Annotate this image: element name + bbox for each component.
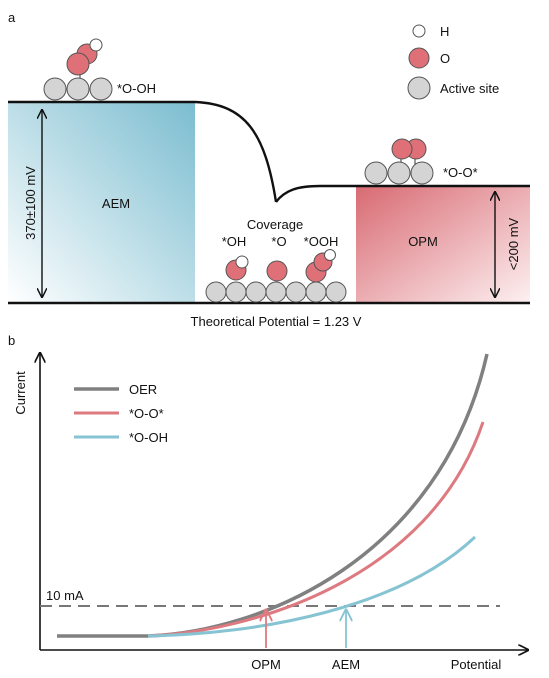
opm-label: OPM (408, 234, 438, 249)
o-oh-adsorbate-icon (43, 38, 113, 101)
x-axis-label: Potential (451, 657, 502, 672)
h-legend-icon (412, 24, 426, 38)
o-legend-icon (408, 47, 430, 69)
coverage-oh-label: *OH (222, 234, 247, 249)
o-oh-curve (147, 535, 477, 638)
o-legend-label: O (440, 51, 450, 66)
coverage-oh-icon (225, 255, 249, 281)
coverage-surface-icon (205, 281, 347, 303)
coverage-o-icon (266, 260, 288, 282)
left-state-label: *O-OH (117, 81, 156, 96)
right-energy-label: <200 mV (506, 217, 521, 270)
opm-marker-label: OPM (251, 657, 281, 672)
h-legend-label: H (440, 24, 449, 39)
coverage-o-label: *O (271, 234, 286, 249)
y-axis-label: Current (13, 371, 28, 415)
o-o-adsorbate-icon (364, 138, 434, 185)
coverage-ooh-icon (305, 249, 336, 283)
oer-curve (57, 353, 489, 638)
o-o-legend-label: *O-O* (129, 406, 164, 421)
o-o-curve (147, 421, 485, 638)
coverage-ooh-label: *OOH (304, 234, 339, 249)
oer-legend-label: OER (129, 382, 157, 397)
right-state-label: *O-O* (443, 165, 478, 180)
threshold-label: 10 mA (46, 588, 84, 603)
energy-profile (8, 100, 530, 305)
o-oh-legend-label: *O-OH (129, 430, 168, 445)
aem-marker-label: AEM (332, 657, 360, 672)
aem-label: AEM (102, 196, 130, 211)
coverage-title: Coverage (247, 217, 303, 232)
opm-region (356, 186, 530, 302)
panel-a-label: a (8, 10, 16, 25)
theoretical-potential-caption: Theoretical Potential = 1.23 V (191, 314, 362, 329)
active-site-legend-label: Active site (440, 81, 499, 96)
panel-b-label: b (8, 333, 15, 348)
active-site-legend-icon (407, 76, 431, 100)
left-energy-label: 370±100 mV (23, 166, 38, 240)
panel-a-legend: H O Active site (407, 24, 499, 100)
panel-b-legend: OER *O-O* *O-OH (74, 382, 168, 445)
